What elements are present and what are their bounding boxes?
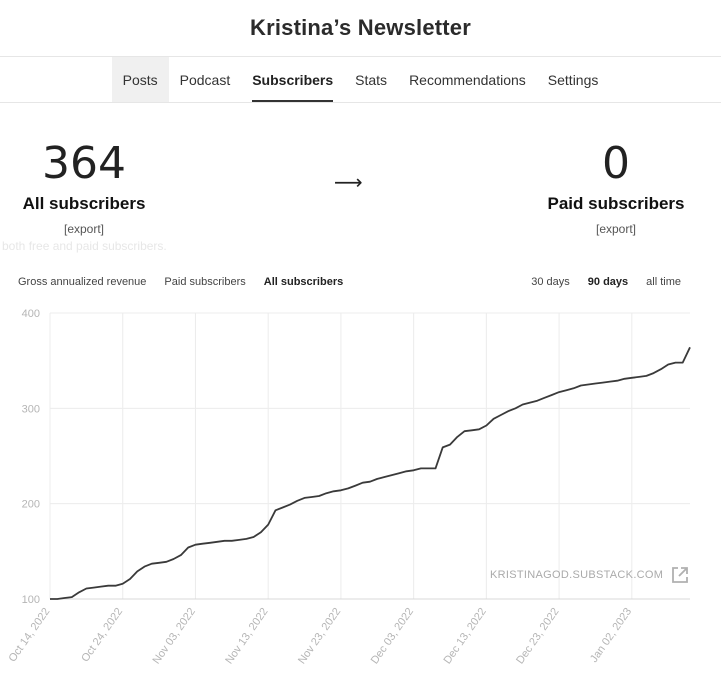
paid-subscribers-count: 0	[602, 138, 630, 189]
x-tick-label: Jan 02, 2023	[588, 606, 634, 665]
range-filters: 30 days 90 days all time	[513, 276, 681, 288]
subscribers-series-line	[50, 346, 691, 600]
tab-subscribers[interactable]: Subscribers	[241, 57, 344, 102]
newsletter-header: Kristina’s Newsletter	[0, 0, 721, 57]
all-subscribers-stat: 364 All subscribers [export]	[4, 138, 164, 237]
x-tick-label: Nov 13, 2022	[223, 606, 270, 666]
x-tick-label: Dec 03, 2022	[369, 606, 416, 666]
newsletter-title: Kristina’s Newsletter	[249, 15, 472, 40]
y-tick-label: 300	[22, 403, 40, 415]
x-tick-label: Oct 14, 2022	[6, 606, 52, 664]
range-all-time[interactable]: all time	[646, 276, 681, 288]
all-subscribers-count: 364	[42, 138, 126, 189]
tab-recommendations[interactable]: Recommendations	[409, 71, 526, 88]
filter-all-subscribers[interactable]: All subscribers	[263, 276, 344, 288]
subscribers-line-chart: 100 200 300 400 Oct 14, 2022 Oct 24, 2022 Nov …	[6, 308, 691, 666]
tab-podcast[interactable]: Podcast	[179, 71, 231, 88]
tab-stats[interactable]: Stats	[355, 71, 388, 88]
range-90-days[interactable]: 90 days	[587, 276, 629, 288]
paid-subscribers-label: Paid subscribers	[547, 194, 685, 213]
range-30-days[interactable]: 30 days	[531, 276, 570, 288]
x-tick-label: Nov 23, 2022	[296, 606, 343, 666]
x-tick-label: Oct 24, 2022	[79, 606, 125, 664]
watermark-text: KRISTINAGOD.SUBSTACK.COM	[490, 569, 664, 581]
filter-gross-revenue[interactable]: Gross annualized revenue	[18, 276, 147, 288]
tooltip-ghost-text: both free and paid subscribers.	[2, 239, 167, 253]
y-tick-label: 400	[22, 308, 40, 320]
watermark[interactable]: KRISTINAGOD.SUBSTACK.COM	[490, 566, 689, 584]
all-subscribers-label: All subscribers	[22, 194, 146, 213]
y-tick-label: 100	[22, 594, 40, 606]
external-link-icon	[672, 567, 689, 583]
all-subscribers-export-link[interactable]: [export]	[63, 222, 105, 236]
main-nav: Posts Podcast Subscribers Stats Recommen…	[0, 57, 721, 103]
x-tick-label: Dec 13, 2022	[441, 606, 488, 666]
x-tick-label: Dec 23, 2022	[514, 606, 561, 666]
arrow-icon: ⟶	[334, 172, 363, 194]
metric-filters: Gross annualized revenue Paid subscriber…	[18, 276, 361, 288]
y-tick-label: 200	[22, 499, 40, 511]
paid-subscribers-stat: 0 Paid subscribers [export]	[536, 138, 696, 237]
x-tick-label: Nov 03, 2022	[151, 606, 198, 666]
tab-settings[interactable]: Settings	[547, 71, 599, 88]
filter-paid-subscribers[interactable]: Paid subscribers	[164, 276, 246, 288]
paid-subscribers-export-link[interactable]: [export]	[595, 222, 637, 236]
tab-posts[interactable]: Posts	[111, 57, 169, 102]
